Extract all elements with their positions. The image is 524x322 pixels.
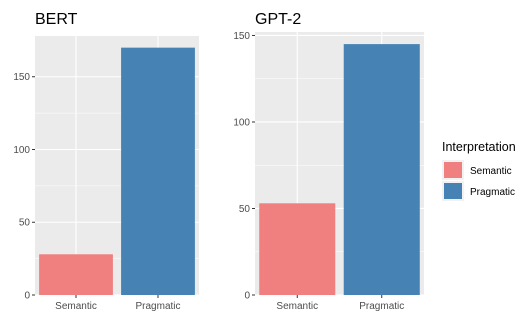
- bert-y-tick-label: 50: [19, 218, 31, 229]
- legend-label-semantic: Semantic: [470, 166, 512, 177]
- gpt2-title: GPT-2: [255, 11, 301, 28]
- bert-x-tick-pragmatic: Pragmatic: [135, 301, 180, 312]
- gpt2-bar-semantic: [259, 203, 336, 295]
- bert-bar-semantic: [39, 254, 113, 295]
- gpt2-x-tick-semantic: Semantic: [276, 301, 318, 312]
- bert-y-tick-label: 0: [24, 291, 30, 302]
- bert-panel: BERT 0 50 100 150 Semantic Pragmatic: [13, 11, 199, 312]
- legend-swatch-pragmatic: [444, 183, 462, 199]
- legend-label-pragmatic: Pragmatic: [470, 187, 515, 198]
- bert-y-tick-label: 150: [13, 72, 30, 83]
- bert-bars: [39, 47, 195, 296]
- legend-title: Interpretation: [442, 140, 516, 154]
- bert-x-axis: Semantic Pragmatic: [55, 295, 181, 312]
- bert-x-tick-semantic: Semantic: [55, 301, 97, 312]
- gpt2-panel: GPT-2 0 50 100 150 Semantic Pragmatic: [233, 11, 424, 312]
- gpt2-bar-pragmatic: [343, 44, 420, 295]
- gpt2-bars: [259, 44, 420, 295]
- gpt2-y-axis: 0 50 100 150: [233, 31, 255, 302]
- gpt2-y-tick-label: 100: [233, 117, 250, 128]
- legend-swatch-semantic: [444, 162, 462, 178]
- legend: Interpretation Semantic Pragmatic: [442, 140, 516, 201]
- bert-y-tick-label: 100: [13, 145, 30, 156]
- bert-bar-pragmatic: [121, 47, 195, 296]
- gpt2-y-tick-label: 50: [239, 204, 251, 215]
- bert-title: BERT: [35, 11, 78, 28]
- bert-y-axis: 0 50 100 150: [13, 72, 35, 302]
- gpt2-x-tick-pragmatic: Pragmatic: [359, 301, 404, 312]
- gpt2-x-axis: Semantic Pragmatic: [276, 295, 404, 312]
- gpt2-y-tick-label: 150: [233, 31, 250, 42]
- gpt2-y-tick-label: 0: [244, 291, 250, 302]
